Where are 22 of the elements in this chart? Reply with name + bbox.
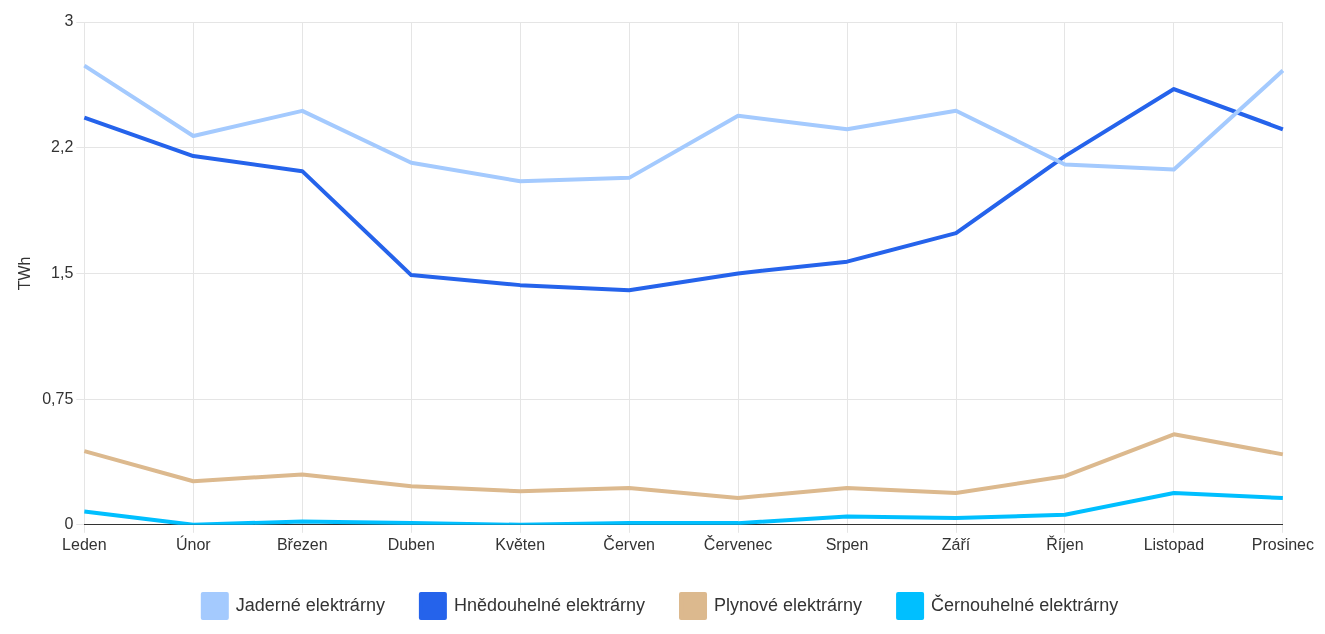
y-tick-label: 0 bbox=[64, 515, 74, 533]
y-tick-label: 0,75 bbox=[42, 389, 74, 407]
x-tick-label: Září bbox=[941, 535, 971, 553]
legend-label: Hnědouhelné elektrárny bbox=[453, 594, 646, 615]
y-axis-title: TWh bbox=[16, 256, 34, 291]
x-tick-label: Listopad bbox=[1143, 535, 1205, 553]
y-tick-label: 3 bbox=[64, 12, 74, 30]
x-tick-label: Únor bbox=[175, 534, 212, 553]
legend-label: Jaderné elektrárny bbox=[235, 594, 385, 615]
x-tick-label: Leden bbox=[62, 535, 107, 553]
legend-label: Plynové elektrárny bbox=[714, 594, 863, 615]
x-tick-label: Květen bbox=[495, 535, 546, 553]
legend-label: Černouhelné elektrárny bbox=[931, 593, 1119, 615]
x-tick-label: Srpen bbox=[825, 535, 869, 553]
x-tick-label: Červen bbox=[603, 534, 655, 553]
x-tick-label: Říjen bbox=[1046, 534, 1084, 553]
x-tick-label: Duben bbox=[387, 535, 435, 553]
x-tick-label: Červenec bbox=[703, 534, 773, 553]
x-tick-label: Prosinec bbox=[1251, 535, 1314, 553]
x-tick-label: Březen bbox=[276, 535, 328, 553]
y-tick-label: 1,5 bbox=[51, 263, 74, 281]
y-tick-label: 2,2 bbox=[51, 138, 74, 156]
